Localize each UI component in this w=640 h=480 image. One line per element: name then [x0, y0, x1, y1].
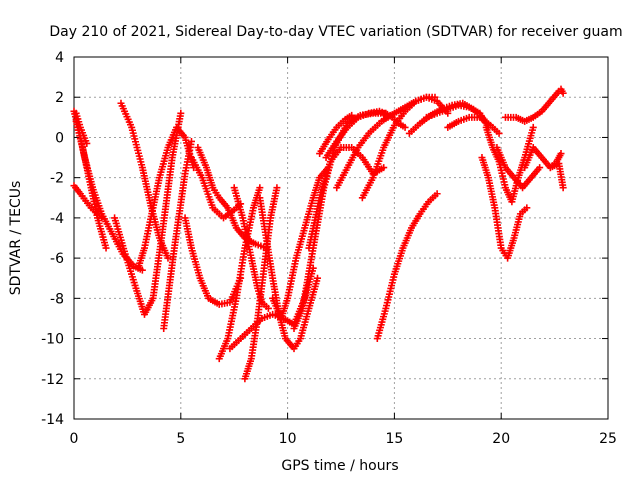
y-tick-label: -12 [41, 372, 64, 388]
data-point [523, 204, 531, 212]
y-tick-label: 4 [55, 50, 64, 66]
y-tick-label: 2 [55, 90, 64, 106]
data-points [70, 85, 567, 383]
y-tick-labels: 4 2 0 -2 -4 -6 -8 -10 -12 -14 [41, 50, 64, 428]
data-series-7 [160, 137, 195, 332]
data-series-3 [72, 109, 91, 147]
data-point [102, 244, 110, 252]
data-point [177, 109, 185, 117]
data-point [164, 254, 172, 262]
data-series-6 [134, 123, 198, 272]
data-series-33 [557, 85, 567, 97]
data-point [273, 184, 281, 192]
y-axis-label: SDTVAR / TECUs [8, 181, 24, 296]
data-point [559, 89, 567, 97]
data-series-16 [269, 164, 332, 322]
y-tick-label: -10 [41, 332, 64, 348]
data-series-10 [194, 144, 270, 252]
x-tick-label: 25 [599, 431, 617, 447]
data-series-30 [501, 87, 563, 125]
x-tick-label: 10 [279, 431, 297, 447]
data-point [559, 184, 567, 192]
data-series-23 [405, 99, 488, 137]
data-series-25 [444, 113, 503, 137]
data-point [98, 214, 106, 222]
plot-frame [73, 56, 609, 420]
data-point [495, 129, 503, 137]
data-series-2 [70, 182, 106, 222]
chart-title: Day 210 of 2021, Sidereal Day-to-day VTE… [49, 24, 622, 40]
data-series-18 [305, 144, 388, 252]
data-series-29 [493, 144, 544, 192]
y-tick-label: -14 [41, 412, 64, 428]
x-tick-label: 0 [70, 431, 79, 447]
y-tick-label: -6 [50, 251, 64, 267]
y-tick-label: -8 [50, 291, 64, 307]
x-axis-label: GPS time / hours [281, 458, 398, 474]
data-point [348, 111, 356, 119]
y-tick-label: -2 [50, 171, 64, 187]
data-point [83, 139, 91, 147]
data-point [264, 304, 272, 312]
data-point [380, 164, 388, 172]
y-tick-label: -4 [50, 211, 64, 227]
axis-ticks [73, 56, 609, 420]
grid [74, 57, 608, 419]
data-series-32 [546, 150, 565, 172]
data-series-31 [521, 144, 567, 192]
data-point [557, 150, 565, 158]
y-tick-label: 0 [55, 130, 64, 146]
x-tick-labels: 0 5 10 15 20 25 [70, 431, 617, 447]
x-tick-label: 20 [492, 431, 510, 447]
data-point [536, 164, 544, 172]
data-series-24 [422, 101, 492, 131]
data-point [433, 190, 441, 198]
data-point [138, 266, 146, 274]
data-point [314, 274, 322, 282]
data-series-27 [478, 154, 531, 262]
data-point [187, 137, 195, 145]
data-point [529, 123, 537, 131]
data-series-20 [316, 111, 356, 158]
data-series-28 [482, 123, 537, 206]
data-point [401, 123, 409, 131]
x-tick-label: 15 [385, 431, 403, 447]
data-point [256, 184, 264, 192]
x-tick-label: 5 [176, 431, 185, 447]
data-series-19 [322, 107, 409, 162]
data-series-26 [373, 190, 441, 343]
data-series-5 [111, 109, 185, 318]
